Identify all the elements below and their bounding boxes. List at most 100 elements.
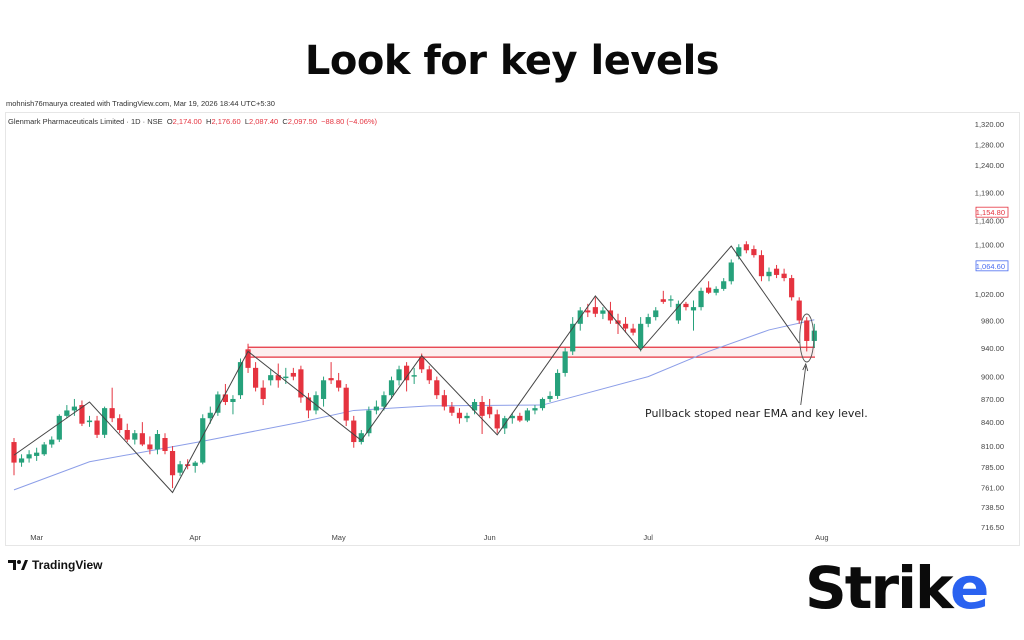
candle-body	[290, 372, 296, 377]
y-tick-label: 980.00	[981, 316, 1004, 325]
ema-line	[13, 319, 815, 491]
tradingview-label: TradingView	[32, 558, 103, 572]
candle-body	[781, 273, 787, 279]
candle-body	[607, 310, 614, 321]
candle-body	[34, 452, 40, 456]
y-tick-label: 840.00	[981, 418, 1004, 427]
candle-body	[751, 249, 757, 256]
candle-body	[638, 323, 644, 348]
open-value: 2,174.00	[172, 117, 202, 126]
y-tick-label: 940.00	[981, 344, 1004, 353]
symbol-legend: Glenmark Pharmaceuticals Limited · 1D · …	[8, 117, 377, 126]
candle-body	[313, 395, 319, 411]
candle-body	[154, 433, 161, 450]
tradingview-icon	[8, 560, 28, 570]
candle-body	[404, 365, 410, 381]
candle-body	[471, 402, 478, 411]
candle-body	[41, 444, 47, 455]
y-tick-label: 761.00	[981, 483, 1004, 492]
y-tick-label: 1,020.00	[975, 290, 1004, 299]
close-label: C	[282, 117, 288, 126]
candle-body	[441, 395, 447, 407]
candle-body	[268, 375, 274, 381]
candle-body	[381, 395, 387, 407]
candle-body	[804, 320, 810, 341]
low-value: 2,087.40	[249, 117, 279, 126]
candle-body	[622, 323, 629, 329]
candle-body	[169, 451, 176, 476]
candle-body	[396, 369, 402, 381]
candle-body	[487, 406, 493, 415]
price-tag-label: 1,154.80	[976, 208, 1005, 217]
page-title: Look for key levels	[304, 38, 720, 84]
candle-body	[766, 271, 772, 277]
candle-body	[132, 433, 138, 440]
key-level-zone	[248, 347, 816, 358]
candle-body	[539, 398, 546, 409]
candle-body	[109, 408, 115, 419]
chart-panel	[5, 112, 1020, 546]
candle-body	[630, 328, 636, 333]
candle-body	[706, 287, 712, 293]
candle-body	[207, 412, 213, 419]
candle-body	[260, 387, 266, 399]
candle-body	[200, 418, 206, 463]
candle-body	[721, 281, 727, 289]
y-tick-label: 1,100.00	[975, 240, 1004, 249]
arrow-head-icon	[802, 362, 809, 372]
candle-body	[517, 415, 523, 421]
chart-credit: mohnish76maurya created with TradingView…	[6, 99, 275, 108]
x-tick-label: Apr	[189, 533, 201, 542]
candle-body	[675, 303, 681, 321]
candle-body	[298, 369, 304, 398]
candle-body	[434, 380, 440, 396]
candle-body	[192, 462, 198, 466]
y-tick-label: 900.00	[981, 373, 1004, 382]
candle-body	[690, 307, 697, 311]
annotation-arrow	[800, 365, 807, 406]
candle-body	[230, 398, 236, 403]
candle-body	[419, 356, 425, 370]
highlight-circle	[799, 313, 815, 363]
candle-body	[253, 367, 259, 388]
x-tick-label: Aug	[815, 533, 828, 542]
x-tick-label: Mar	[30, 533, 43, 542]
candle-body	[645, 317, 651, 324]
y-tick-label: 716.50	[981, 523, 1004, 532]
candle-body	[124, 430, 130, 440]
y-tick-label: 1,140.00	[975, 217, 1004, 226]
candle-body	[796, 300, 802, 321]
candle-body	[94, 420, 100, 435]
open-label: O	[166, 117, 173, 126]
candle-body	[494, 414, 500, 429]
candle-body	[713, 288, 719, 293]
candle-body	[373, 406, 379, 411]
candle-body	[547, 395, 553, 399]
price-tag	[975, 206, 1009, 218]
candle-body	[11, 442, 17, 463]
candle-body	[237, 362, 244, 396]
candle-body	[464, 415, 470, 419]
candle-body	[411, 375, 417, 377]
candle-body	[162, 438, 168, 452]
candle-body	[570, 323, 576, 352]
y-tick-label: 738.50	[981, 503, 1004, 512]
candle-body	[351, 420, 357, 443]
candle-body	[215, 394, 221, 413]
candle-body	[615, 320, 621, 324]
candle-body	[275, 375, 281, 381]
candle-body	[668, 299, 674, 301]
candle-body	[86, 420, 93, 423]
candle-body	[336, 380, 342, 388]
candle-body	[71, 406, 77, 411]
candle-body	[26, 454, 32, 459]
candle-body	[139, 433, 145, 445]
annotation-text: Pullback stoped near EMA and key level.	[645, 407, 868, 420]
candle-body	[736, 247, 742, 257]
x-tick-label: Jul	[643, 533, 653, 542]
candle-body	[320, 380, 327, 399]
candle-body	[245, 349, 251, 368]
candle-body	[660, 299, 666, 302]
candle-body	[509, 415, 515, 419]
